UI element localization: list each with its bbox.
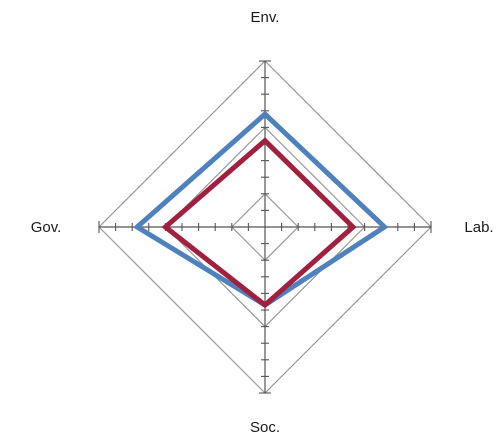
- axis-label-env: Env.: [251, 9, 280, 26]
- radar-series: [132, 110, 389, 309]
- series-polygon-2: [161, 137, 357, 309]
- axis-label-lab: Lab.: [464, 219, 493, 236]
- axis-label-gov: Gov.: [31, 219, 62, 236]
- axis-label-soc: Soc.: [250, 419, 280, 436]
- radar-axes: [98, 60, 432, 394]
